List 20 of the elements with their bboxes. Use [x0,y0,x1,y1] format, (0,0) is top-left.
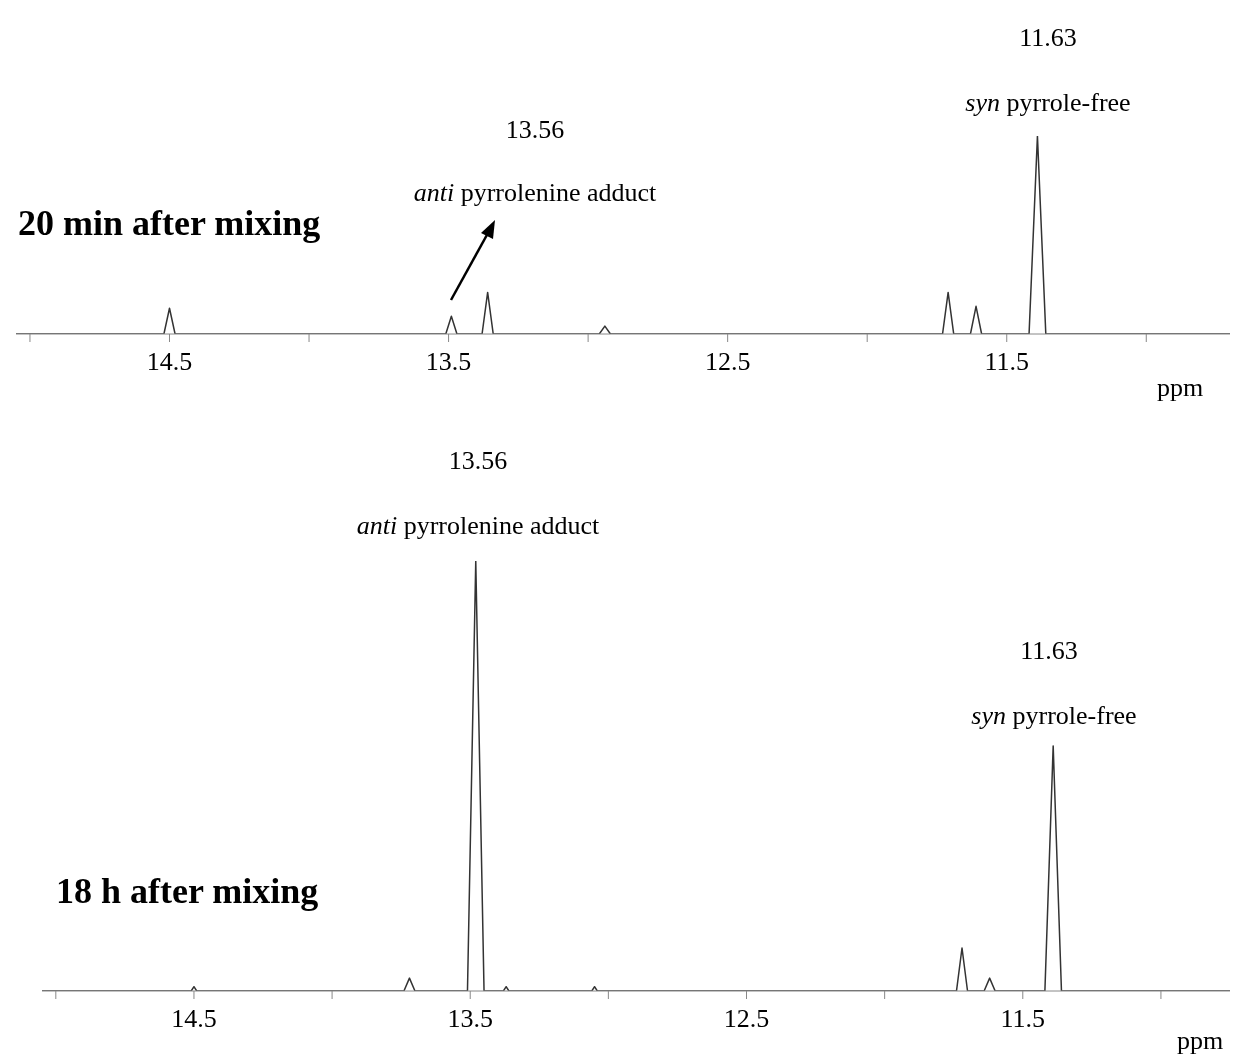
x-tick-label: 14.5 [146,347,193,377]
annotation: syn pyrrole-free [971,701,1137,730]
text: 13.56 [448,446,508,475]
text: 20 min after mixing [18,202,321,244]
annotation: anti pyrrolenine adduct [413,178,657,207]
text: anti pyrrolenine adduct [356,511,600,540]
annotation: 11.63 [1020,636,1078,665]
text: 18 h after mixing [56,870,319,912]
x-tick-label: 14.5 [171,1004,217,1034]
x-axis-title: ppm [1156,373,1204,403]
annotation: 13.56 [505,115,565,144]
x-tick-label: 12.5 [704,347,751,377]
x-tick-label: 11.5 [1000,1004,1046,1034]
text: 11.63 [1019,23,1077,52]
x-axis-title: ppm [1176,1026,1224,1056]
x-tick-label: 11.5 [984,347,1030,377]
x-tick-label: 13.5 [425,347,472,377]
text: syn pyrrole-free [965,88,1131,117]
x-tick-label: 12.5 [723,1004,770,1034]
x-tick-label: 13.5 [447,1004,493,1034]
